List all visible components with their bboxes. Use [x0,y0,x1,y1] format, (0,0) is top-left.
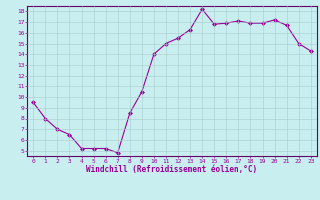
X-axis label: Windchill (Refroidissement éolien,°C): Windchill (Refroidissement éolien,°C) [86,165,258,174]
